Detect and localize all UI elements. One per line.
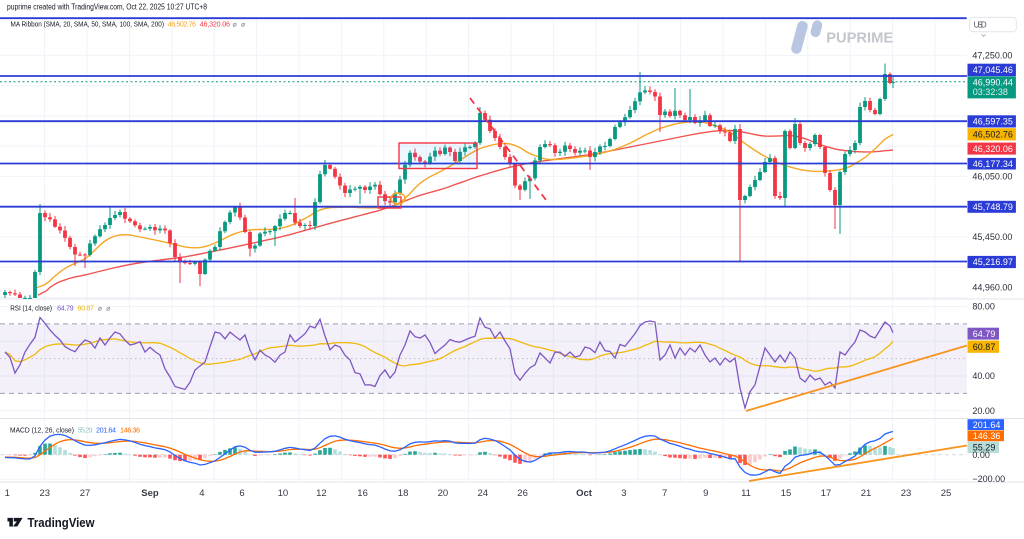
svg-text:45,748.79: 45,748.79 (973, 202, 1013, 212)
svg-text:47,250.00: 47,250.00 (972, 51, 1012, 61)
svg-text:18: 18 (398, 488, 409, 499)
svg-text:27: 27 (80, 488, 91, 499)
svg-text:25: 25 (941, 488, 952, 499)
svg-text:3: 3 (621, 488, 626, 499)
svg-text:20.00: 20.00 (972, 406, 995, 416)
svg-text:0.00: 0.00 (972, 450, 990, 460)
svg-text:64.79: 64.79 (973, 329, 996, 339)
svg-text:21: 21 (861, 488, 872, 499)
svg-text:55.29: 55.29 (973, 443, 996, 453)
svg-text:USD: USD (974, 21, 987, 30)
svg-text:45,216.97: 45,216.97 (973, 257, 1013, 267)
svg-text:Sep: Sep (141, 488, 159, 499)
svg-text:−200.00: −200.00 (972, 474, 1005, 484)
svg-text:12: 12 (316, 488, 327, 499)
svg-text:46,050.00: 46,050.00 (972, 172, 1012, 182)
svg-text:1: 1 (5, 488, 10, 499)
svg-text:10: 10 (278, 488, 289, 499)
svg-text:11: 11 (741, 488, 751, 499)
svg-text:146.36: 146.36 (973, 431, 1001, 441)
svg-text:puprime created with TradingVi: puprime created with TradingView.com, Oc… (7, 3, 207, 12)
svg-text:03:32:38: 03:32:38 (973, 87, 1008, 97)
svg-text:47,045.46: 47,045.46 (973, 65, 1013, 75)
svg-text:46,990.44: 46,990.44 (973, 78, 1013, 88)
svg-text:17: 17 (821, 488, 832, 499)
svg-text:6: 6 (239, 488, 244, 499)
svg-text:20: 20 (438, 488, 449, 499)
svg-text:Oct: Oct (576, 488, 593, 499)
svg-text:23: 23 (40, 488, 51, 499)
svg-text:46,597.35: 46,597.35 (973, 117, 1013, 127)
svg-text:46,177.34: 46,177.34 (973, 159, 1013, 169)
svg-text:24: 24 (478, 488, 489, 499)
svg-text:80.00: 80.00 (972, 302, 995, 312)
svg-text:MA Ribbon (SMA, 20, SMA, 50, S: MA Ribbon (SMA, 20, SMA, 50, SMA, 100, S… (11, 20, 246, 29)
svg-text:26: 26 (517, 488, 528, 499)
svg-text:46,502.76: 46,502.76 (973, 130, 1013, 140)
svg-text:40.00: 40.00 (972, 371, 995, 381)
svg-text:15: 15 (781, 488, 792, 499)
svg-text:7: 7 (662, 488, 667, 499)
svg-text:60.87: 60.87 (973, 342, 996, 352)
svg-text:TradingView: TradingView (28, 516, 95, 530)
svg-text:44,960.00: 44,960.00 (972, 283, 1012, 293)
svg-text:201.64: 201.64 (973, 420, 1001, 430)
svg-text:45,450.00: 45,450.00 (972, 232, 1012, 242)
svg-text:46,320.06: 46,320.06 (973, 144, 1013, 154)
svg-text:9: 9 (703, 488, 708, 499)
svg-text:4: 4 (199, 488, 204, 499)
svg-text:16: 16 (357, 488, 368, 499)
svg-text:PUPRIME: PUPRIME (826, 30, 893, 47)
svg-text:23: 23 (901, 488, 912, 499)
